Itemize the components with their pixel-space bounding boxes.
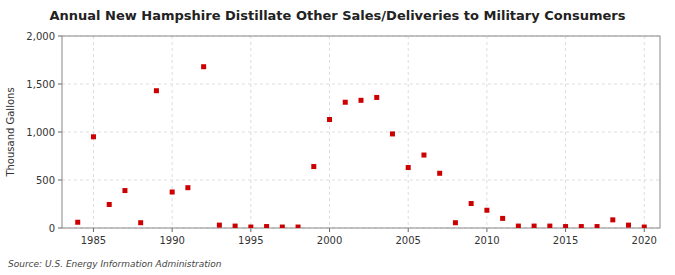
point [233,224,238,228]
grid-line [62,180,660,181]
tick-mark [172,228,173,232]
tick-label: 1995 [238,235,263,246]
point [217,223,222,228]
point [170,190,175,195]
tick-label: 1990 [159,235,184,246]
grid-line [62,132,660,133]
tick-label: 1985 [81,235,106,246]
tick-label: 2,000 [26,31,55,42]
point [201,64,206,69]
grid [62,36,660,228]
point [500,216,505,221]
point [532,224,537,228]
point [469,201,474,206]
tick-label: 2000 [317,235,342,246]
grid-line [408,36,409,228]
point [107,202,112,207]
point [75,220,80,225]
point [343,100,348,105]
axes: 0 500 1,000 1,500 2,000 1985 1990 1995 2000 2005 2… [26,31,657,246]
annotation: Source: U.S. Energy Information Administ… [8,259,222,269]
point [516,224,521,228]
tick-label: 2015 [553,235,578,246]
title: Annual New Hampshire Distillate Other Sa… [50,8,626,23]
point [579,224,584,228]
point [264,224,269,228]
point [248,225,253,228]
plot-area [62,36,660,228]
point [154,88,159,93]
tick-label: 1,000 [26,127,55,138]
point [406,165,411,170]
chart: Annual New Hampshire Distillate Other Sa… [0,0,675,275]
point [311,164,316,169]
point [484,208,489,213]
tick-label: 1,500 [26,79,55,90]
plot-frame [62,36,660,228]
tick-label: 2005 [395,235,420,246]
point [453,220,458,225]
tick-mark [93,228,94,232]
tick-mark [486,228,487,232]
point [547,224,552,228]
grid-line [565,36,566,228]
grid-line [250,36,251,228]
point [327,117,332,122]
point [359,98,364,103]
grid-line [486,36,487,228]
point [296,225,301,228]
tick-mark [58,132,62,133]
point [374,95,379,100]
tick-mark [329,228,330,232]
tick-mark [58,180,62,181]
tick-mark [58,84,62,85]
grid-line [62,84,660,85]
tick-mark [58,36,62,37]
point [122,188,127,193]
grid-line [172,36,173,228]
tick-mark [58,228,62,229]
tick-label: 2020 [632,235,657,246]
grid-line [644,36,645,228]
tick-label: 0 [49,223,55,234]
point [642,225,647,228]
grid-line [329,36,330,228]
tick-mark [565,228,566,232]
points [75,64,647,228]
point [595,224,600,228]
point [185,185,190,190]
tick-label: 500 [36,175,55,186]
point [610,217,615,222]
y-axis-label: Thousand Gallons [5,87,16,177]
point [421,153,426,158]
tick-mark [250,228,251,232]
grid-line [93,36,94,228]
point [138,220,143,225]
tick-mark [644,228,645,232]
point [563,224,568,228]
point [437,171,442,176]
point [390,131,395,136]
tick-label: 2010 [474,235,499,246]
point [626,223,631,228]
tick-mark [408,228,409,232]
point [280,225,285,228]
point [91,134,96,139]
